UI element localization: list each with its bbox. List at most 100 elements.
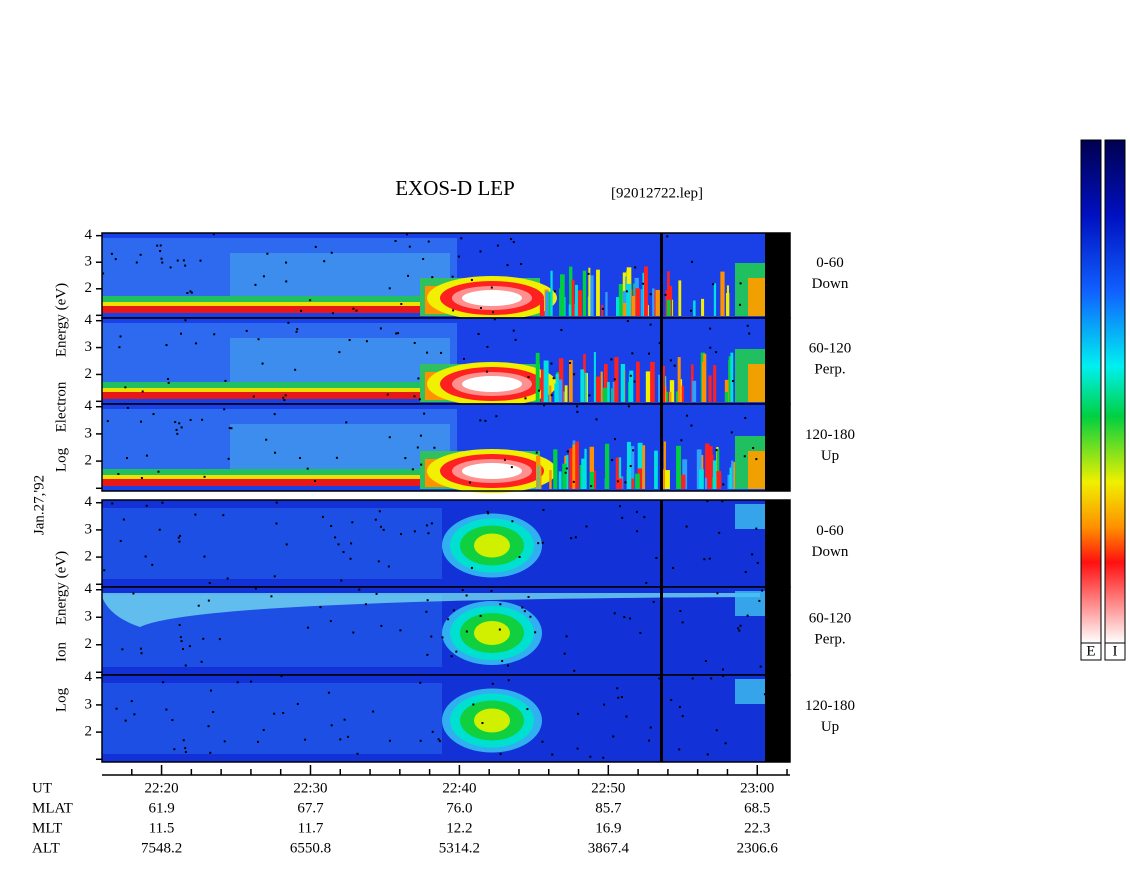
spectrogram-dropout — [273, 413, 276, 416]
x-tick-label: 22:50 — [591, 780, 625, 796]
spectrogram-streak — [569, 360, 573, 402]
spectrogram-dropout — [730, 431, 733, 434]
spectrogram-dropout — [171, 719, 174, 722]
spectrogram-dropout — [759, 665, 762, 668]
spectrogram-dropout — [679, 610, 682, 613]
spectrogram-dropout — [280, 675, 283, 678]
spectrogram-dropout — [266, 252, 269, 255]
spectrogram-dropout — [552, 377, 555, 380]
spectrogram-dropout — [118, 346, 121, 349]
data-end — [765, 318, 790, 404]
spectrogram-dropout — [576, 405, 579, 408]
spectrogram-dropout — [420, 463, 423, 466]
spectrogram-dropout — [703, 558, 706, 561]
spectrogram-streak — [601, 304, 604, 316]
spectrogram-dropout — [218, 638, 221, 641]
spectrogram-dropout — [479, 614, 482, 617]
spectrogram-dropout — [184, 747, 187, 750]
spectrogram-streak — [679, 379, 683, 402]
spectrogram-dropout — [686, 414, 689, 417]
spectrogram-streak — [703, 353, 707, 402]
spectrogram-dropout — [565, 467, 568, 470]
spectrogram-streak — [730, 352, 734, 402]
spectrogram-dropout — [212, 233, 215, 236]
spectrogram-dropout — [201, 418, 204, 421]
data-end — [765, 233, 790, 318]
spectrogram-flux — [230, 424, 450, 471]
spectrogram-dropout — [629, 617, 632, 620]
spectrogram-dropout — [550, 362, 553, 365]
spectrogram-dropout — [492, 311, 495, 314]
spectrogram-dropout — [658, 677, 661, 680]
spectrogram-dropout — [165, 708, 168, 711]
color-bar-label-box — [1104, 642, 1126, 661]
direction-label: Up — [821, 448, 839, 464]
spectrogram-dropout — [744, 570, 747, 573]
spectrogram-dropout — [342, 551, 345, 554]
spectrogram-panels: 2 3 4 0-60 Down 2 3 4 60-120 Perp. 2 3 4 120-180 Up 2 3 4… — [85, 227, 855, 763]
direction-label: Perp. — [814, 631, 845, 647]
spectrogram-dropout — [465, 630, 468, 633]
spectrogram-streak — [660, 469, 666, 489]
spectrogram-dropout — [387, 565, 390, 568]
spectrogram-dropout — [156, 244, 159, 247]
spectrogram-streak — [583, 354, 586, 402]
spectrogram-dropout — [273, 575, 276, 578]
spectrogram-dropout — [616, 687, 619, 690]
y-tick-label: 4 — [85, 312, 93, 328]
spectrogram-streak — [600, 371, 603, 402]
spectrogram-dropout — [493, 318, 496, 321]
angle-label: 120-180 — [805, 427, 855, 443]
spectrogram-dropout — [678, 748, 681, 751]
spectrogram-dropout — [666, 235, 669, 238]
spectrogram-streak — [726, 285, 730, 316]
spectrogram-dropout — [159, 244, 162, 247]
spectrogram-dropout — [161, 261, 164, 264]
spectrogram-dropout — [601, 307, 604, 310]
spectrogram-dropout — [477, 333, 480, 336]
data-gap-line — [660, 233, 663, 318]
spectrogram-streak — [731, 460, 734, 489]
spectrogram-dropout — [465, 594, 468, 597]
spectrogram-dropout — [490, 286, 493, 289]
spectrogram-dropout — [518, 555, 521, 558]
spectrogram-dropout — [576, 410, 579, 413]
spectrogram-dropout — [162, 681, 165, 684]
spectrogram-dropout — [498, 628, 501, 631]
spectrogram-streak — [589, 275, 594, 316]
spectrogram-dropout — [709, 346, 712, 349]
spectrogram-dropout — [590, 485, 593, 488]
spectrogram-dropout — [624, 481, 627, 484]
y-tick-label: 4 — [85, 581, 93, 597]
spectrogram-streak — [547, 291, 551, 316]
spectrogram-dropout — [236, 681, 239, 684]
spectrogram-flux — [735, 591, 765, 616]
color-bar — [1080, 139, 1102, 644]
spectrogram-dropout — [287, 321, 290, 324]
spectrogram-streak — [535, 352, 540, 402]
ephemeris-value: 12.2 — [446, 820, 472, 836]
spectrogram-streak — [545, 291, 549, 316]
spectrogram-dropout — [585, 525, 588, 528]
panel: 2 3 4 120-180 Up — [85, 398, 855, 493]
spectrogram-dropout — [207, 599, 210, 602]
ephemeris-value: 6550.8 — [290, 840, 331, 856]
color-bar-label-box — [1080, 642, 1102, 661]
spectrogram-flux — [102, 296, 422, 304]
panel: 2 3 4 60-120 Perp. — [85, 312, 851, 406]
spectrogram-dropout — [319, 606, 322, 609]
spectrogram-dropout — [731, 380, 734, 383]
spectrogram-dropout — [670, 699, 673, 702]
title: EXOS-D LEP — [395, 176, 515, 200]
spectrogram-dropout — [550, 394, 553, 397]
spectrogram-dropout — [184, 664, 187, 667]
spectrogram-dropout — [722, 675, 725, 678]
spectrogram-dropout — [724, 742, 727, 745]
y-tick-label: 3 — [85, 696, 93, 712]
spectrogram-streak — [724, 379, 730, 402]
ephemeris-label: MLAT — [32, 800, 73, 816]
direction-label: Down — [812, 276, 849, 292]
spectrogram-dropout — [681, 621, 684, 624]
spectrogram-dropout — [165, 344, 168, 347]
spectrogram-streak — [615, 297, 620, 316]
